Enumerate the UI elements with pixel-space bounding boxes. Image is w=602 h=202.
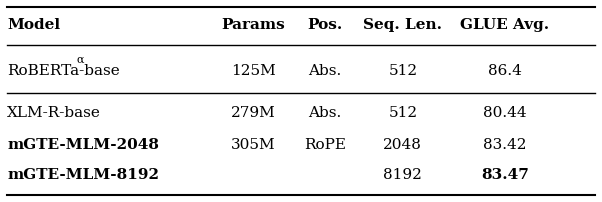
Text: 80.44: 80.44 <box>483 106 527 120</box>
Text: 305M: 305M <box>231 138 275 152</box>
Text: 2048: 2048 <box>383 138 423 152</box>
Text: RoPE: RoPE <box>304 138 346 152</box>
Text: RoBERTa-base: RoBERTa-base <box>7 64 120 78</box>
Text: GLUE Avg.: GLUE Avg. <box>460 18 549 32</box>
Text: mGTE-MLM-8192: mGTE-MLM-8192 <box>7 168 160 182</box>
Text: 83.42: 83.42 <box>483 138 527 152</box>
Text: Model: Model <box>7 18 61 32</box>
Text: α: α <box>76 55 84 65</box>
Text: 125M: 125M <box>231 64 276 78</box>
Text: 86.4: 86.4 <box>488 64 522 78</box>
Text: Abs.: Abs. <box>308 106 341 120</box>
Text: 8192: 8192 <box>383 168 423 182</box>
Text: 279M: 279M <box>231 106 276 120</box>
Text: Pos.: Pos. <box>308 18 343 32</box>
Text: XLM-R-base: XLM-R-base <box>7 106 101 120</box>
Text: 512: 512 <box>388 106 417 120</box>
Text: Seq. Len.: Seq. Len. <box>364 18 442 32</box>
Text: Params: Params <box>221 18 285 32</box>
Text: mGTE-MLM-2048: mGTE-MLM-2048 <box>7 138 160 152</box>
Text: 512: 512 <box>388 64 417 78</box>
Text: 83.47: 83.47 <box>481 168 529 182</box>
Text: Abs.: Abs. <box>308 64 341 78</box>
